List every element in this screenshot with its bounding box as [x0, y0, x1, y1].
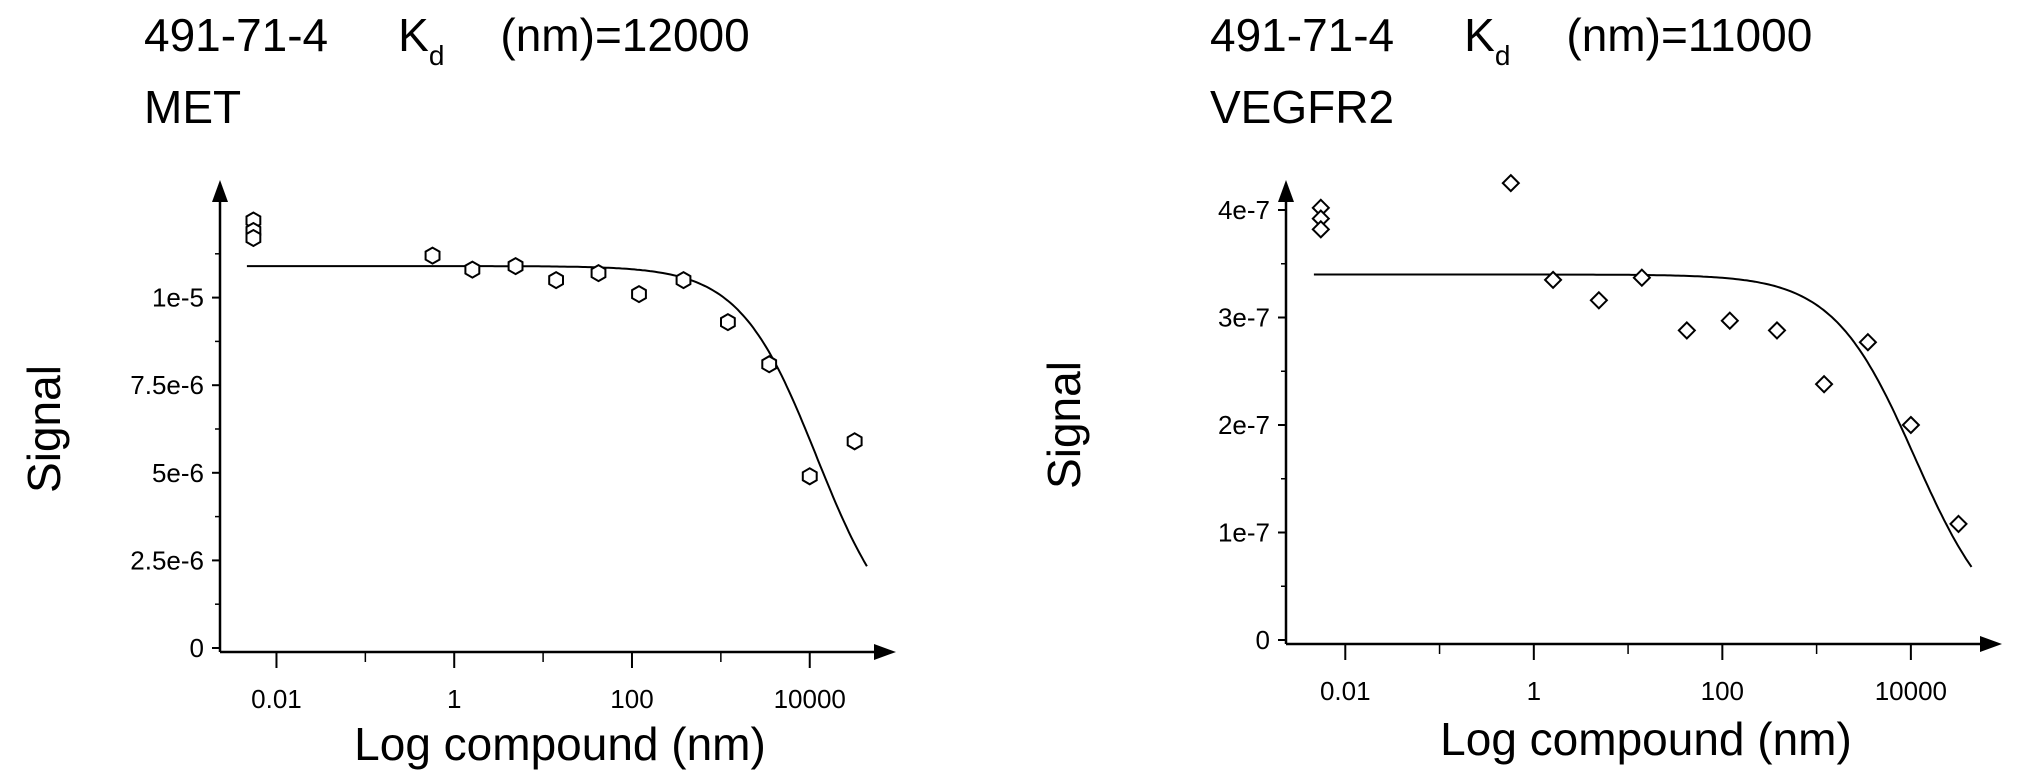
- y-tick-label: 1e-7: [1218, 518, 1270, 548]
- data-point: [1949, 514, 1968, 534]
- data-point: [846, 432, 863, 451]
- chart-panel-vegfr2: 491-71-4 Kd (nm)=11000 VEGFR2 0 1e-7 2e-7 3e-…: [1016, 0, 2031, 781]
- x-tick-label: 1: [447, 684, 461, 714]
- y-tick-label: 2.5e-6: [130, 545, 204, 575]
- data-point: [675, 270, 692, 290]
- y-tick-label: 5e-6: [152, 458, 204, 488]
- chart-plot-vegfr2: 0 1e-7 2e-7 3e-7 4e-7 0.01 1 100 10000 Log compou…: [1038, 173, 2002, 765]
- x-axis-title: Log compound (nm): [1440, 713, 1852, 765]
- data-point: [1720, 311, 1740, 331]
- data-point: [507, 256, 524, 276]
- y-tick-label: 2e-7: [1218, 410, 1270, 440]
- data-point: [1589, 290, 1609, 310]
- kd-symbol: K: [1464, 9, 1495, 61]
- data-point: [1858, 332, 1878, 352]
- x-tick-label: 10000: [1875, 676, 1947, 706]
- kd-subscript: d: [1494, 40, 1511, 71]
- y-tick-label: 0: [1256, 625, 1270, 655]
- data-point: [1632, 268, 1652, 288]
- compound-id: 491-71-4: [144, 9, 329, 61]
- kd-value: (nm)=12000: [500, 9, 750, 61]
- data-point: [1311, 219, 1331, 239]
- chart-panel-met: 491-71-4 Kd (nm)=12000 MET 0 2.5e-6 5e-6 7.5e…: [0, 0, 1015, 781]
- data-point: [1543, 270, 1563, 290]
- y-tick-label: 0: [190, 633, 204, 663]
- data-point: [1814, 374, 1834, 394]
- y-tick-label: 7.5e-6: [130, 370, 204, 400]
- data-point: [801, 467, 818, 486]
- y-axis-title: Signal: [1038, 361, 1090, 489]
- x-tick-label: 0.01: [251, 684, 302, 714]
- data-point: [761, 355, 778, 374]
- y-tick-label: 1e-5: [152, 283, 204, 313]
- y-tick-label: 3e-7: [1218, 303, 1270, 333]
- data-point: [631, 284, 647, 304]
- data-point: [590, 263, 607, 283]
- data-point: [548, 270, 564, 290]
- chart-target: VEGFR2: [1210, 81, 1395, 133]
- data-point: [1501, 173, 1521, 193]
- data-point: [424, 246, 441, 265]
- x-tick-label: 1: [1527, 676, 1541, 706]
- x-axis-title: Log compound (nm): [354, 718, 766, 770]
- data-point: [1901, 415, 1921, 435]
- y-axis-arrow: [212, 180, 228, 202]
- x-tick-label: 0.01: [1320, 676, 1371, 706]
- data-point: [464, 260, 481, 279]
- chart-plot-met: 0 2.5e-6 5e-6 7.5e-6 1e-5 0.01 1 100 10000 Log co…: [18, 180, 896, 770]
- x-tick-label: 100: [1701, 676, 1744, 706]
- y-axis-arrow: [1278, 180, 1294, 202]
- kd-value: (nm)=11000: [1566, 9, 1813, 61]
- compound-id: 491-71-4: [1210, 9, 1395, 61]
- kd-symbol: K: [398, 9, 429, 61]
- chart-target: MET: [144, 81, 242, 133]
- chart-title-line-1: 491-71-4 Kd (nm)=12000: [144, 9, 750, 70]
- chart-title-line-1: 491-71-4 Kd (nm)=11000: [1210, 9, 1813, 70]
- data-point: [1767, 320, 1787, 340]
- y-axis-title: Signal: [18, 365, 70, 493]
- y-tick-label: 4e-7: [1218, 195, 1270, 225]
- fit-curve: [1313, 273, 1973, 568]
- x-axis-arrow: [874, 644, 896, 660]
- data-point: [720, 312, 736, 332]
- data-point: [245, 228, 262, 248]
- x-tick-label: 10000: [774, 684, 846, 714]
- x-tick-label: 100: [610, 684, 653, 714]
- kd-subscript: d: [428, 40, 445, 71]
- data-point: [1677, 320, 1697, 340]
- x-axis-arrow: [1980, 636, 2002, 652]
- fit-curve: [246, 265, 868, 567]
